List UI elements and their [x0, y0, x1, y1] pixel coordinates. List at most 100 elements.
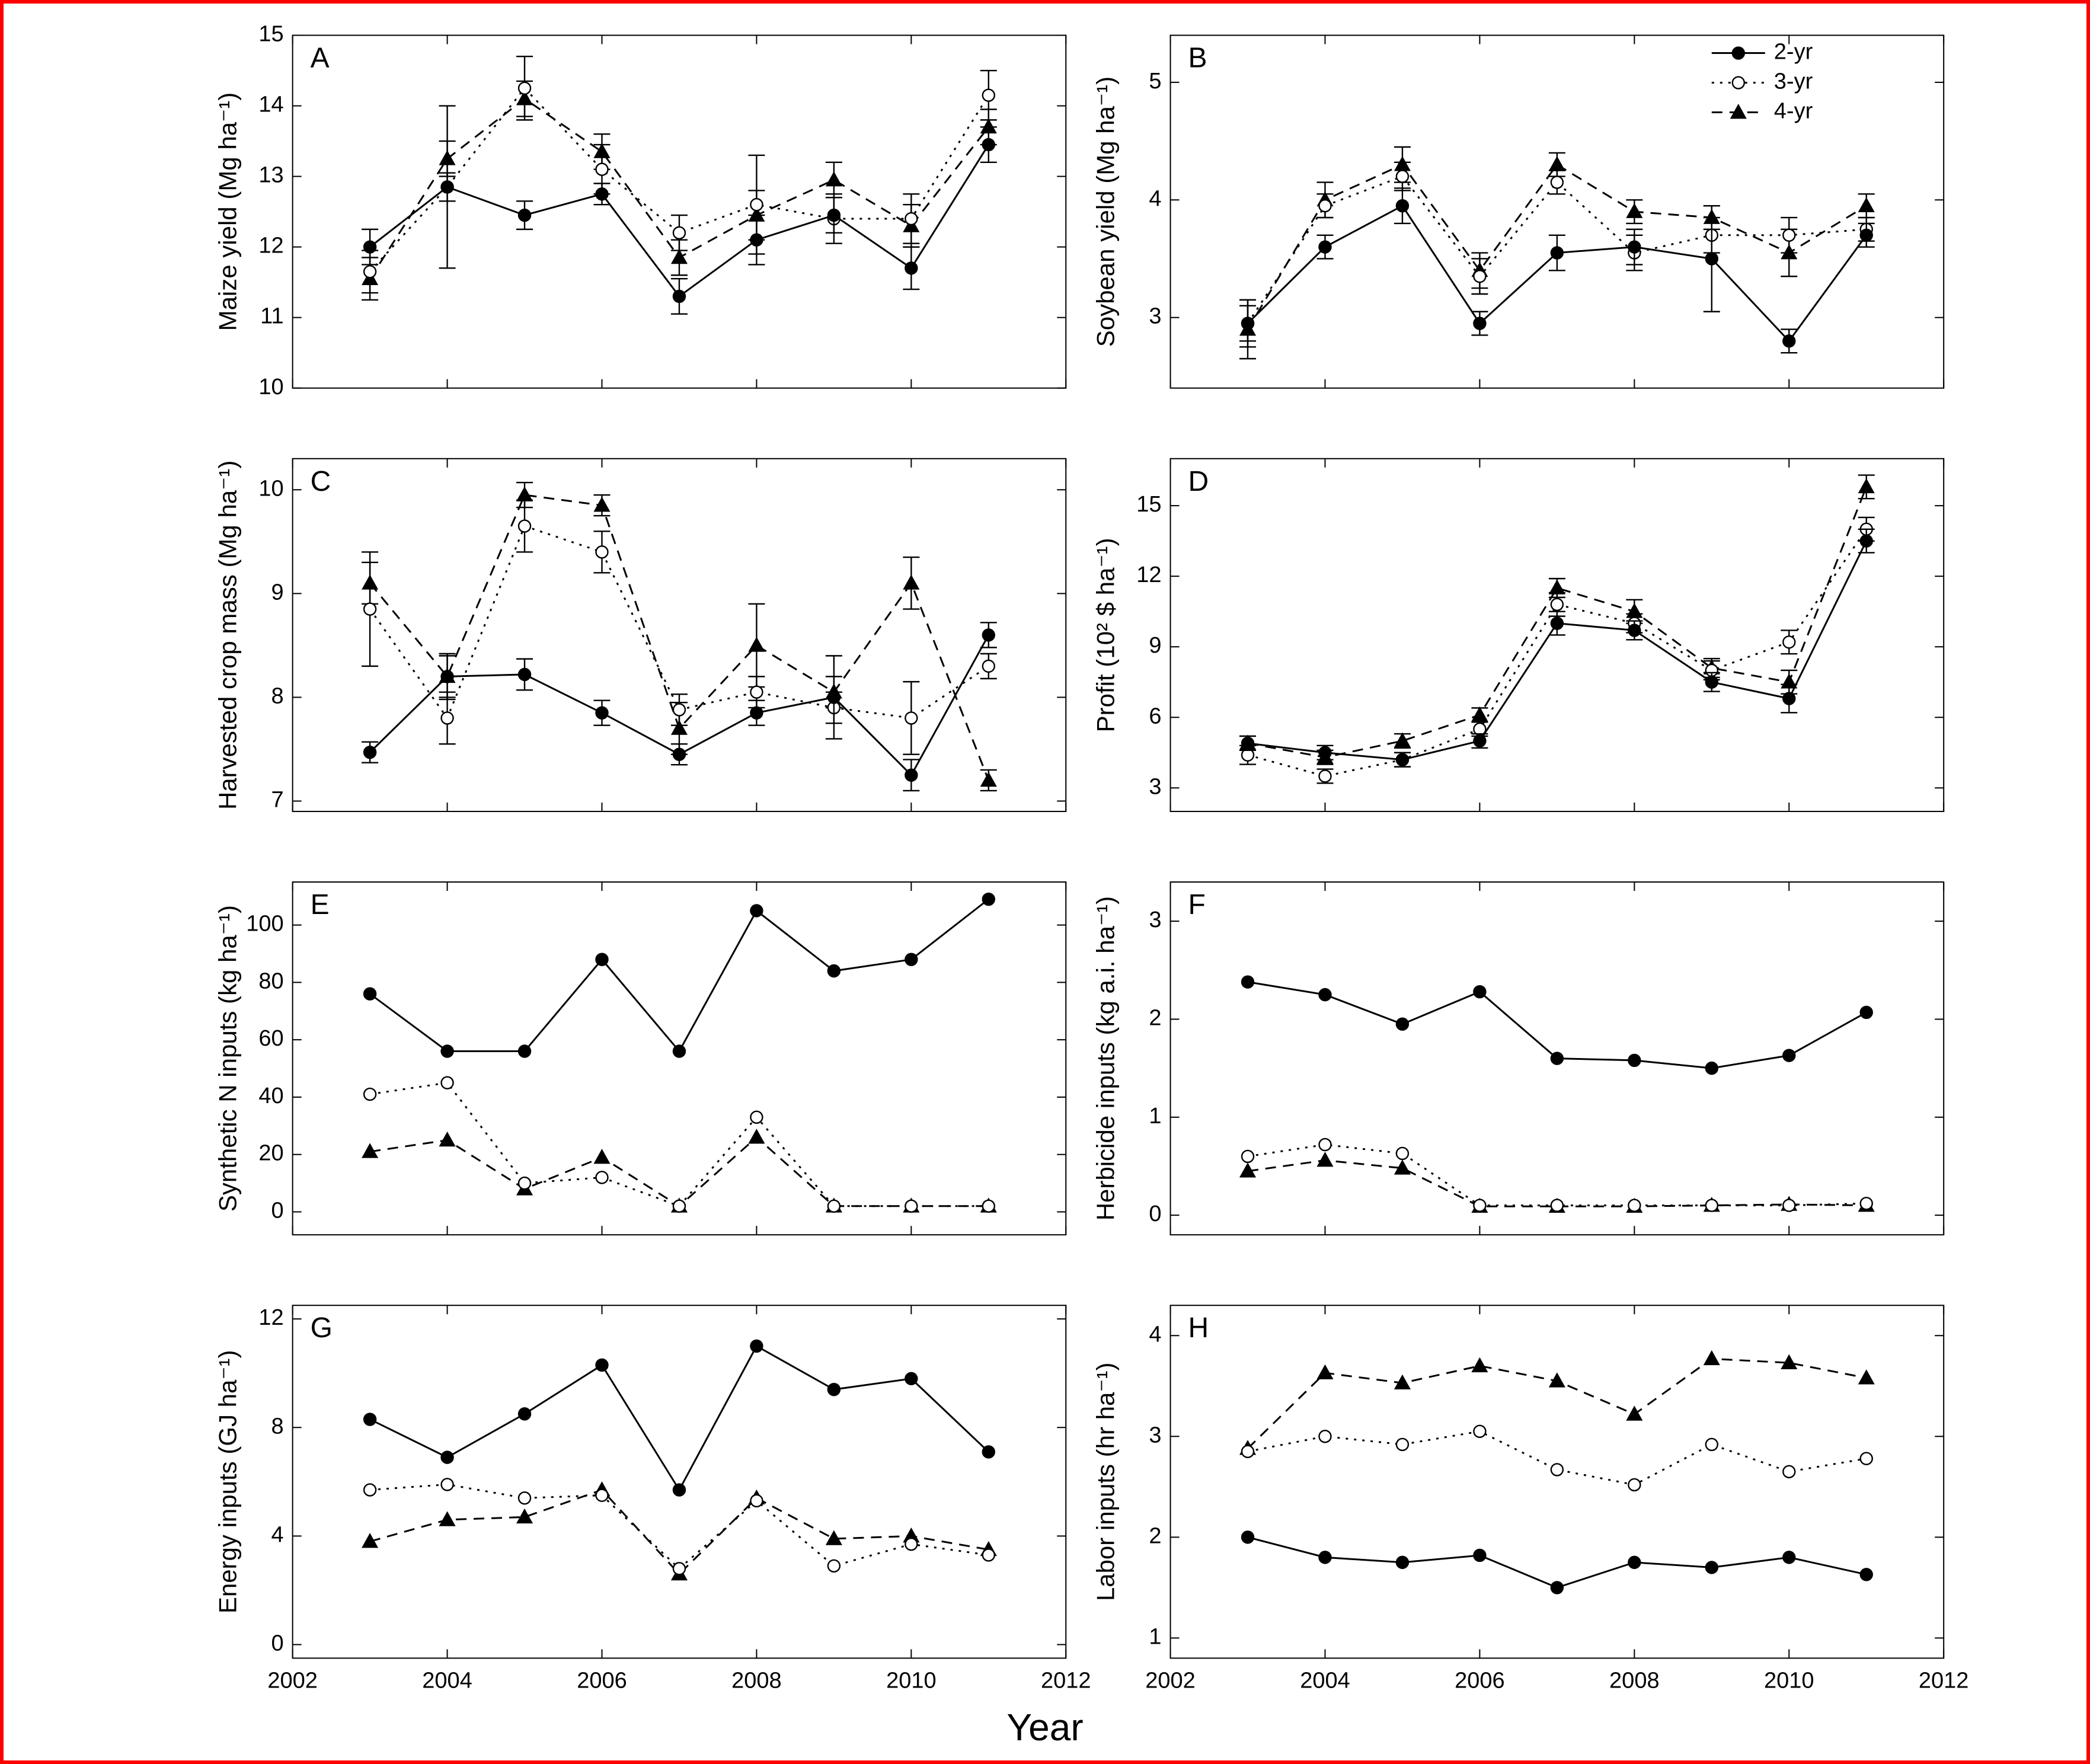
data-point: [1551, 1463, 1563, 1475]
ytick-label: 9: [271, 580, 283, 605]
ytick-label: 15: [1136, 492, 1161, 517]
series-line: [370, 1083, 989, 1206]
panel-letter: H: [1188, 1312, 1209, 1344]
data-point: [596, 954, 608, 966]
panel-C: 78910Harvested crop mass (Mg ha⁻¹)C: [214, 459, 1066, 813]
ytick-label: 2: [1149, 1005, 1161, 1030]
data-point: [442, 181, 453, 193]
data-point: [828, 1200, 840, 1212]
ylabel: Synthetic N inputs (kg ha⁻¹): [214, 905, 242, 1212]
data-point: [905, 712, 917, 724]
data-point: [1706, 253, 1718, 264]
ytick-label: 12: [258, 1305, 283, 1330]
data-point: [750, 234, 762, 246]
data-point: [1783, 1200, 1795, 1212]
data-point: [905, 954, 917, 966]
data-point: [1318, 1366, 1332, 1379]
data-point: [983, 1446, 995, 1458]
panel-letter: F: [1188, 889, 1206, 921]
data-point: [1395, 734, 1410, 747]
series-line: [1248, 541, 1867, 760]
data-point: [1628, 241, 1640, 253]
xaxis-title: Year: [1006, 1706, 1083, 1749]
data-point: [596, 188, 608, 200]
data-point: [983, 629, 995, 641]
data-point: [364, 746, 376, 758]
data-point: [983, 139, 995, 151]
data-point: [1628, 1054, 1640, 1066]
data-point: [1396, 754, 1408, 766]
data-point: [1783, 1050, 1795, 1062]
data-point: [519, 669, 531, 680]
data-point: [905, 1200, 917, 1212]
data-point: [596, 1171, 608, 1183]
data-point: [1472, 708, 1487, 721]
xtick-label: 2006: [577, 1668, 627, 1693]
data-point: [750, 199, 762, 210]
data-point: [1474, 318, 1485, 330]
data-point: [1242, 1446, 1254, 1458]
data-point: [983, 893, 995, 905]
xtick-label: 2002: [267, 1668, 318, 1693]
data-point: [750, 905, 762, 916]
data-point: [1783, 1466, 1795, 1478]
ytick-label: 3: [1149, 907, 1161, 932]
data-point: [442, 670, 453, 682]
data-point: [1396, 200, 1408, 212]
ytick-label: 4: [1149, 1322, 1161, 1347]
xtick-label: 2010: [886, 1668, 937, 1693]
series-line: [370, 899, 989, 1051]
xtick-label: 2008: [731, 1668, 782, 1693]
data-point: [596, 1490, 608, 1501]
data-point: [673, 1046, 685, 1057]
data-point: [1550, 158, 1564, 171]
ytick-label: 8: [271, 1414, 283, 1439]
data-point: [519, 209, 531, 221]
data-point: [983, 1549, 995, 1561]
data-point: [828, 1383, 840, 1395]
data-point: [673, 1484, 685, 1496]
xtick-label: 2008: [1609, 1668, 1660, 1693]
data-point: [1242, 1531, 1254, 1543]
data-point: [1706, 1062, 1718, 1074]
data-point: [1319, 200, 1331, 212]
data-point: [1628, 1557, 1640, 1568]
data-point: [905, 213, 917, 225]
data-point: [364, 1088, 376, 1100]
ytick-label: 9: [1149, 633, 1161, 658]
data-point: [1627, 1407, 1641, 1420]
data-point: [442, 712, 453, 724]
legend-marker: [1733, 47, 1744, 59]
data-point: [1859, 1371, 1874, 1384]
ytick-label: 4: [271, 1522, 283, 1547]
data-point: [1627, 204, 1641, 218]
data-point: [1319, 241, 1331, 253]
data-point: [1706, 1439, 1718, 1450]
ylabel: Herbicide inputs (kg a.i. ha⁻¹): [1092, 896, 1120, 1220]
xtick-label: 2002: [1145, 1668, 1196, 1693]
data-point: [1551, 1581, 1563, 1593]
axis-box: [1171, 36, 1944, 388]
ytick-label: 7: [271, 787, 283, 812]
data-point: [750, 1495, 762, 1507]
data-point: [595, 1151, 609, 1164]
data-point: [1396, 1148, 1408, 1159]
xtick-label: 2004: [422, 1668, 472, 1693]
ytick-label: 13: [258, 163, 283, 188]
data-point: [1319, 1551, 1331, 1563]
data-point: [1706, 1561, 1718, 1573]
data-point: [1783, 229, 1795, 241]
data-point: [1550, 581, 1564, 594]
ytick-label: 100: [246, 912, 283, 937]
data-point: [983, 1200, 995, 1212]
data-point: [1474, 735, 1485, 747]
legend: 2-yr3-yr4-yr: [1712, 40, 1813, 124]
data-point: [1474, 1200, 1485, 1212]
data-point: [440, 1133, 455, 1146]
data-point: [1319, 1139, 1331, 1151]
data-point: [673, 1562, 685, 1574]
ytick-label: 10: [258, 375, 283, 400]
legend-marker: [1733, 77, 1744, 89]
data-point: [1551, 1053, 1563, 1065]
data-point: [519, 1408, 531, 1420]
